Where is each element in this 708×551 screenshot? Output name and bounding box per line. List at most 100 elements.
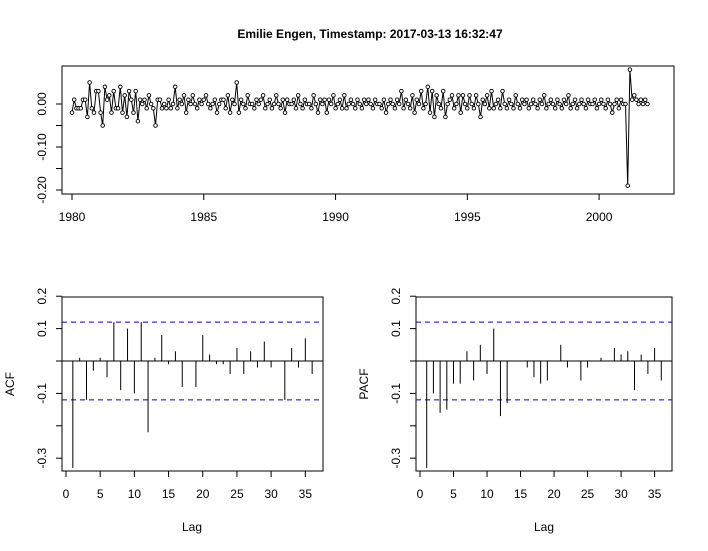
- ts-data-point: [355, 97, 360, 102]
- ts-data-point: [186, 97, 191, 102]
- ts-data-point: [386, 101, 391, 107]
- ts-data-point: [603, 106, 608, 111]
- ts-data-point: [274, 93, 279, 98]
- ts-data-point: [252, 106, 257, 111]
- pacf-plot: [416, 321, 672, 468]
- ts-data-point: [122, 93, 127, 98]
- ts-data-point: [493, 101, 499, 107]
- ts-data-point: [326, 97, 332, 102]
- ts-data-point: [590, 101, 595, 107]
- ts-data-point: [517, 106, 523, 111]
- ts-data-point: [599, 97, 604, 102]
- pacf-x-tick-label: 15: [514, 487, 528, 501]
- ts-data-point: [625, 183, 630, 188]
- ts-data-point: [230, 97, 235, 102]
- ts-data-point: [192, 101, 198, 107]
- ts-data-point: [241, 101, 246, 107]
- ts-data-point: [265, 101, 270, 107]
- ts-data-point: [528, 101, 534, 107]
- ts-data-point: [394, 97, 400, 102]
- ts-data-point: [368, 101, 373, 107]
- ts-data-point: [421, 106, 426, 111]
- ts-data-point: [381, 97, 387, 102]
- acf-y-tick-label: -0.3: [35, 448, 49, 469]
- acf-panel: 0 5 10 15 20 25 30 35 -0.3 -0.1 0.1 0.2 Lag ACF: [3, 288, 324, 534]
- ts-data-point: [124, 114, 130, 120]
- ts-data-point: [361, 97, 367, 102]
- ts-data-point: [390, 101, 395, 107]
- acf-y-tick-label: -0.1: [35, 383, 49, 404]
- acf-x-tick-label: 5: [97, 487, 104, 501]
- ts-data-point: [364, 101, 369, 107]
- ts-data-point: [552, 106, 558, 111]
- acf-x-tick-label: 20: [196, 487, 210, 501]
- ts-data-point: [357, 101, 362, 107]
- ts-data-point: [137, 97, 143, 102]
- ts-data-point: [469, 101, 474, 107]
- ts-x-tick-label: 1995: [454, 210, 481, 224]
- ts-data-point: [271, 101, 277, 107]
- ts-data-point: [159, 106, 165, 111]
- pacf-x-tick-label: 20: [547, 487, 561, 501]
- ts-data-point: [414, 97, 420, 102]
- pacf-x-tick-label: 25: [581, 487, 595, 501]
- ts-data-point: [346, 101, 351, 107]
- acf-ylabel: ACF: [3, 372, 17, 396]
- ts-x-tick-label: 1985: [190, 210, 217, 224]
- ts-data-point: [311, 93, 316, 98]
- ts-data-point: [396, 101, 402, 107]
- ts-data-point: [458, 110, 463, 115]
- acf-x-tick-label: 10: [128, 487, 142, 501]
- ts-data-point: [563, 101, 569, 107]
- ts-data-point: [69, 110, 75, 115]
- ts-data-point: [432, 114, 437, 120]
- ts-data-point: [276, 101, 281, 107]
- ts-data-point: [539, 101, 545, 107]
- ts-data-point: [418, 88, 424, 94]
- ts-data-point: [509, 101, 514, 107]
- ts-data-point: [616, 106, 622, 111]
- ts-data-point: [546, 101, 551, 107]
- ts-data-point: [293, 106, 299, 111]
- ts-data-point: [544, 106, 549, 111]
- ts-data-point: [592, 97, 597, 102]
- ts-y-tick-label: -0.20: [35, 176, 49, 204]
- ts-data-point: [614, 97, 619, 102]
- ts-data-point: [471, 106, 477, 111]
- ts-data-point: [388, 97, 393, 102]
- ts-data-point: [645, 101, 650, 107]
- ts-data-point: [157, 97, 163, 102]
- ts-data-point: [596, 101, 602, 107]
- ts-data-point: [175, 106, 180, 111]
- ts-data-point: [359, 106, 365, 111]
- ts-data-point: [456, 93, 461, 98]
- ts-data-point: [258, 97, 264, 102]
- ts-data-point: [284, 97, 290, 102]
- ts-data-point: [142, 97, 147, 102]
- ts-data-point: [298, 101, 303, 107]
- ts-data-point: [335, 101, 341, 107]
- time-series-frame: [61, 65, 675, 195]
- pacf-axes: 0 5 10 15 20 25 30 35 -0.3 -0.1 0.1 0.2: [389, 288, 662, 501]
- ts-data-point: [585, 97, 591, 102]
- ts-data-point: [172, 84, 178, 90]
- ts-data-point: [348, 97, 354, 102]
- acf-x-tick-label: 35: [299, 487, 313, 501]
- ts-data-point: [561, 97, 567, 102]
- pacf-x-tick-label: 30: [614, 487, 628, 501]
- ts-data-point: [423, 101, 428, 107]
- ts-data-point: [574, 106, 580, 111]
- acf-x-tick-label: 30: [264, 487, 278, 501]
- ts-data-point: [537, 97, 543, 102]
- ts-data-point: [170, 101, 176, 107]
- ts-series-line: [71, 69, 648, 186]
- ts-data-point: [476, 101, 481, 107]
- pacf-panel: 0 5 10 15 20 25 30 35 -0.3 -0.1 0.1 0.2 Lag PACF: [357, 288, 673, 534]
- ts-data-point: [151, 106, 156, 111]
- ts-data-point: [513, 93, 518, 98]
- ts-data-point: [392, 106, 398, 111]
- ts-x-tick-label: 2000: [586, 210, 613, 224]
- ts-y-tick-label: 0.00: [35, 92, 49, 116]
- ts-data-point: [295, 93, 301, 98]
- ts-data-point: [607, 101, 613, 107]
